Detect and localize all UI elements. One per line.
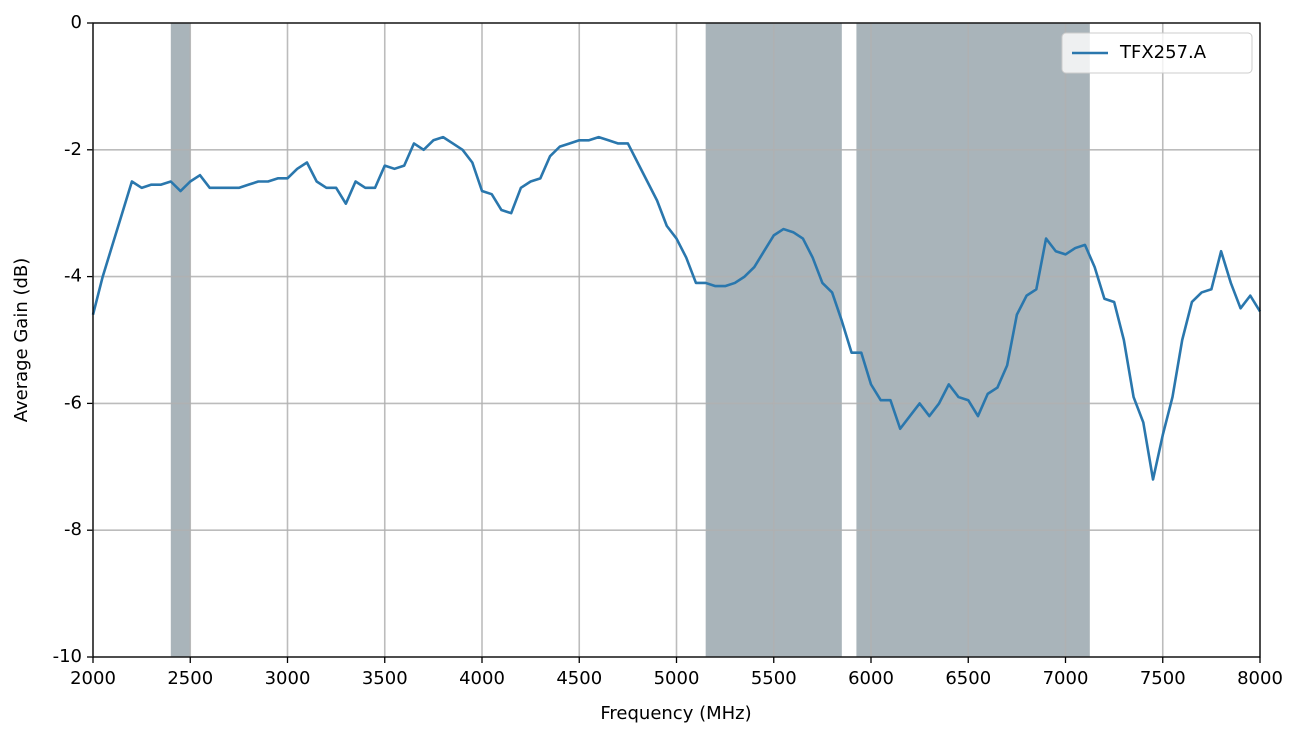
y-tick-label: -6 xyxy=(64,392,82,413)
x-tick-label: 5500 xyxy=(751,668,797,689)
y-tick-label: -8 xyxy=(64,519,82,540)
x-tick-label: 3500 xyxy=(362,668,408,689)
x-tick-label: 6000 xyxy=(848,668,894,689)
y-tick-label: -10 xyxy=(53,646,82,667)
x-tick-label: 5000 xyxy=(654,668,700,689)
x-tick-label: 7000 xyxy=(1043,668,1089,689)
x-tick-label: 8000 xyxy=(1237,668,1283,689)
shaded-region xyxy=(856,23,1090,657)
plot-frame xyxy=(92,22,1261,658)
x-tick-label: 2000 xyxy=(70,668,116,689)
x-axis-label: Frequency (MHz) xyxy=(600,703,751,724)
shaded-region xyxy=(170,23,191,657)
data-line xyxy=(91,135,1262,481)
y-tick-label: -2 xyxy=(64,139,82,160)
legend-box xyxy=(1061,32,1253,74)
legend-label: TFX257.A xyxy=(1119,42,1207,63)
x-tick-label: 2500 xyxy=(167,668,213,689)
x-tick-label: 7500 xyxy=(1140,668,1186,689)
x-tick-label: 4500 xyxy=(556,668,602,689)
x-tick-label: 3000 xyxy=(265,668,311,689)
y-axis-label: Average Gain (dB) xyxy=(11,258,32,423)
y-tick-label: -4 xyxy=(64,266,82,287)
x-tick-label: 4000 xyxy=(459,668,505,689)
x-tick-label: 6500 xyxy=(945,668,991,689)
y-tick-label: 0 xyxy=(71,12,82,33)
